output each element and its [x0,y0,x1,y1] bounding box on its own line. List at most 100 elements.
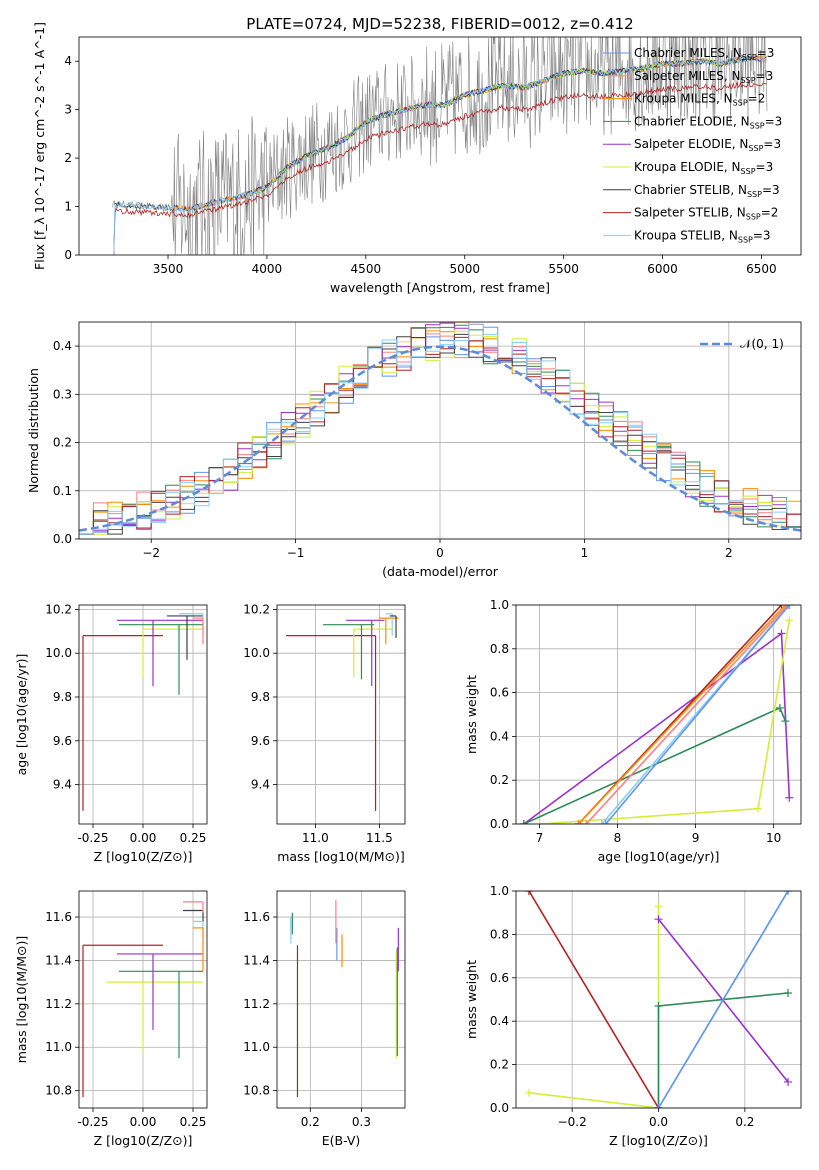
x-tick-label: 0.00 [130,831,157,845]
mass-weight-marker [574,820,583,824]
x-tick-label: 4500 [351,262,382,276]
panel-age_vs_mass: 11.0 11.5 9.4 9.6 9.8 10.0 10.2 mass [log10(M/M… [243,602,406,864]
y-tick-label: 10.0 [45,646,72,660]
y-tick-label: 1.0 [490,884,509,898]
legend-entry: Salpeter STELIB, NSSP=2 [634,206,778,222]
x-tick-label: 0.2 [735,1115,754,1129]
y-tick-label: 11.0 [243,1040,270,1054]
x-tick-label: −2 [142,546,160,560]
plot-area [285,613,399,811]
x-axis-label: Z [log10(Z/Z⊙)] [609,1133,708,1148]
mass-weight-line [605,605,790,824]
legend-entry: Kroupa MILES, NSSP=2 [634,92,765,108]
x-tick-label: 9 [692,831,700,845]
mass-weight-marker [601,820,610,824]
x-tick-label: 6500 [746,262,777,276]
legend: Chabrier MILES, NSSP=3 Salpeter MILES, NS… [603,46,782,244]
mass-weight-marker [654,1002,663,1011]
y-tick-label: 0.4 [53,339,72,353]
legend-entry: Salpeter ELODIE, NSSP=3 [634,137,781,153]
y-tick-label: 4 [64,54,72,68]
x-tick-label: 3500 [153,262,184,276]
axes-frame [78,36,802,256]
plot-area [79,322,801,535]
plot-area [519,605,794,824]
x-axis-label: mass [log10(M/M⊙)] [277,849,405,864]
y-tick-label: 9.8 [53,690,72,704]
axes-frame [276,604,406,825]
y-tick-label: 0 [64,248,72,262]
x-tick-label: 11.5 [366,831,393,845]
x-axis-label: age [log10(age/yr)] [598,849,720,864]
axes-frame [276,890,406,1109]
panel-mass_weight_vs_Z: −0.2 0.0 0.2 0.0 0.2 0.4 0.6 0.8 1.0 Z [log10(Z/Z… [464,884,802,1148]
legend-entry: Salpeter MILES, NSSP=3 [634,69,773,85]
mass-weight-marker [785,793,794,802]
mass-weight-marker [582,820,591,824]
mass-weight-marker [777,605,786,609]
y-tick-label: 0.6 [490,971,509,985]
x-tick-label: 2 [725,546,733,560]
mass-weight-marker [654,902,663,911]
mass-weight-marker [597,820,606,824]
legend-entry: 𝒩(0, 1) [740,337,784,351]
y-axis-label: mass [log10(M/M⊙)] [14,936,29,1064]
y-axis-label: age [log10(age/yr)] [14,654,29,776]
y-tick-label: 2 [64,151,72,165]
x-tick-label: 6000 [647,262,678,276]
y-tick-label: 0.2 [53,436,72,450]
legend-entry: Chabrier STELIB, NSSP=3 [634,183,780,199]
panel-residuals: −2 −1 0 1 2 0.0 0.1 0.2 0.3 0.4 (data-model)/error… [26,321,802,579]
mass-weight-marker [781,717,790,726]
y-tick-label: 11.4 [243,953,270,967]
y-tick-label: 1 [64,200,72,214]
y-tick-label: 0.6 [490,686,509,700]
mass-weight-marker [519,820,528,824]
mass-weight-line [657,891,789,1108]
residual-histogram [79,324,801,535]
y-tick-label: 0.8 [490,642,509,656]
y-axis-label: mass weight [464,960,479,1039]
y-axis-label: mass weight [464,675,479,754]
y-tick-label: 0.4 [490,729,509,743]
mass-weight-marker [654,1104,663,1108]
x-tick-label: 0.25 [180,831,207,845]
x-tick-label: 0.00 [130,1115,157,1129]
y-tick-label: 0.8 [490,927,509,941]
y-tick-label: 11.0 [45,1040,72,1054]
residual-histogram [79,333,801,535]
legend-entry: Kroupa ELODIE, NSSP=3 [634,160,773,176]
x-tick-label: 5000 [449,262,480,276]
panel-age_vs_Z: -0.25 0.00 0.25 9.4 9.6 9.8 10.0 10.2 Z [log10(Z… [14,602,208,864]
legend-entry: Kroupa STELIB, NSSP=3 [634,228,771,244]
mass-weight-marker [654,915,663,924]
residual-histogram [79,326,801,535]
x-tick-label: 0 [436,546,444,560]
x-tick-label: 0.25 [180,1115,207,1129]
mass-weight-marker [785,616,794,625]
mass-weight-marker [785,605,794,609]
y-tick-label: 9.6 [251,734,270,748]
x-tick-label: -0.25 [77,831,108,845]
y-tick-label: 1.0 [490,598,509,612]
y-tick-label: 11.6 [45,910,72,924]
axes-frame [515,890,802,1109]
x-tick-label: -0.25 [77,1115,108,1129]
mass-weight-marker [524,1088,533,1097]
x-axis-label: E(B-V) [322,1133,361,1148]
x-tick-label: 1 [581,546,589,560]
x-tick-label: 0.0 [649,1115,668,1129]
y-tick-label: 3 [64,103,72,117]
observed-spectrum [112,37,768,255]
axes-frame [515,604,802,825]
mass-weight-marker [784,1077,793,1086]
x-tick-label: 7 [536,831,544,845]
panel-mass_weight_vs_age: 7 8 9 10 0.0 0.2 0.4 0.6 0.8 1.0 age [log10(age/yr… [464,598,802,864]
y-axis-label: Normed distribution [26,368,41,493]
axes-frame [78,890,208,1109]
x-tick-label: 0.3 [352,1115,371,1129]
y-tick-label: 0.4 [490,1014,509,1028]
plot-area [82,613,204,811]
mass-weight-marker [784,891,793,895]
